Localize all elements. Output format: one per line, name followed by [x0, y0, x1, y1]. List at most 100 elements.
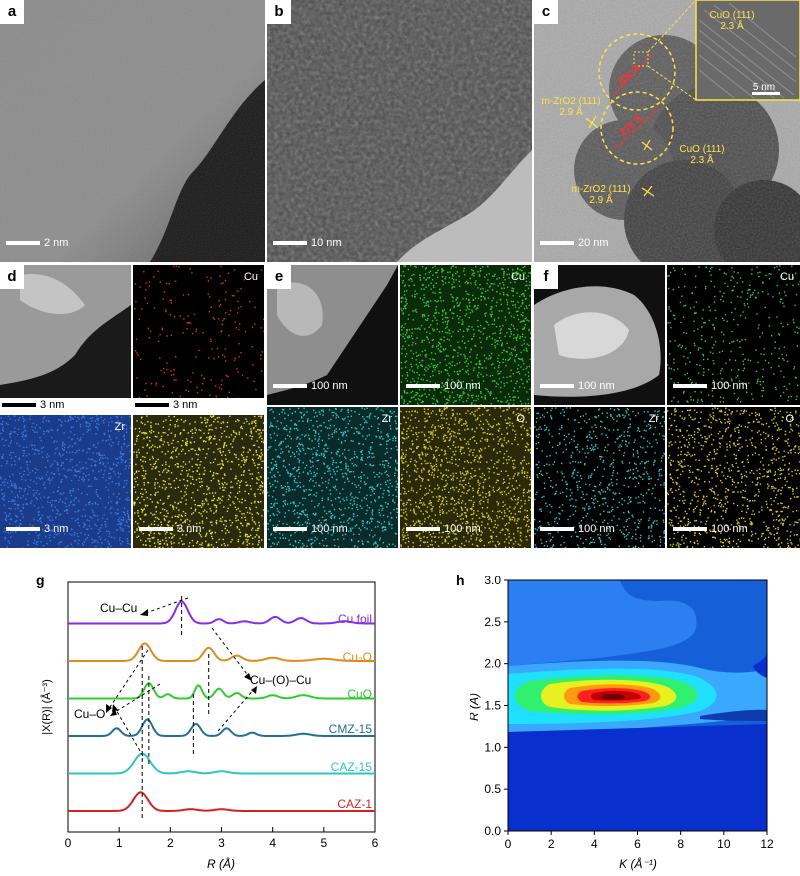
h-y-tick-label: 2.0 [484, 657, 501, 671]
h-x-tick-label: 10 [717, 837, 731, 851]
panel-label-c: c [534, 0, 558, 24]
scale-bar-e-3: 100 nm [273, 520, 348, 538]
legend-cu2o: Cu₂O [343, 650, 372, 664]
eds-dots-d-zr [0, 415, 131, 548]
h-y-tick-label: 1.5 [484, 699, 501, 713]
legend-cu-foil: Cu foil [338, 612, 372, 626]
element-label-f-o: O [785, 413, 794, 425]
haadf-panel-d: d [0, 265, 131, 398]
panel-label-h: h [456, 572, 465, 588]
tem-image-a [0, 0, 265, 262]
h-x-tick-label: 2 [548, 837, 555, 851]
scale-bar-e-1: 100 nm [273, 377, 348, 395]
eds-dots-e-cu [400, 265, 531, 405]
h-x-axis-label: K (Å⁻¹) [619, 856, 657, 871]
scale-row-d: 3 nm 3 nm [0, 399, 264, 414]
element-label-d-zr: Zr [114, 421, 125, 433]
g-x-axis-label: R (Å) [207, 856, 235, 871]
h-y-tick-label: 0.5 [484, 782, 501, 796]
legend-cmz15: CMZ-15 [329, 722, 373, 736]
tem-panel-b: b 10 nm [267, 0, 532, 262]
eds-dots-e-o [400, 407, 531, 548]
scale-bar-f-1: 100 nm [540, 377, 615, 395]
scale-bar-f-4: 100 nm [673, 520, 748, 538]
scale-bar-d-3: 3 nm [6, 520, 68, 538]
inset-lattice-label: CuO (111) 2.3 Å [709, 10, 755, 32]
tem-panel-a: a 2 nm [0, 0, 265, 262]
eds-map-e-zr: Zr 100 nm [267, 407, 398, 548]
series-line-caz1 [68, 791, 375, 812]
h-y-tick-label: 0.0 [484, 824, 501, 838]
scale-bar-a: 2 nm [6, 234, 68, 252]
panel-label-a: a [0, 0, 24, 24]
element-label-f-zr: Zr [648, 413, 659, 425]
series-line-cu-foil [68, 600, 375, 625]
annotation-cu-o: Cu–O [74, 707, 105, 721]
scale-bar-e-4: 100 nm [406, 520, 481, 538]
series-line-cmz15 [68, 718, 375, 737]
inset-scale-label: 5 nm [752, 82, 776, 93]
legend-cuo: CuO [347, 687, 372, 701]
eds-map-e-o: O 100 nm [400, 407, 531, 548]
h-x-tick-label: 8 [677, 837, 684, 851]
eds-map-d-o: 3 nm [133, 415, 264, 548]
g-x-tick-label: 6 [372, 836, 379, 850]
g-arrow-heads [106, 609, 257, 716]
scale-bar-c: 20 nm [540, 234, 609, 252]
series-line-caz15 [68, 752, 375, 775]
eds-map-f-cu: Cu 100 nm [667, 265, 800, 405]
g-y-axis-label: |X(R)| (Å⁻³) [40, 679, 53, 735]
scale-bar-d-1: 3 nm [2, 396, 64, 414]
legend-caz15: CAZ-15 [331, 760, 373, 774]
eds-dots-d-cu [134, 265, 264, 398]
h-x-tick-label: 6 [634, 837, 641, 851]
lattice-annotation-3: m-ZrO2 (111) 2.9 Å [571, 184, 631, 206]
g-x-tick-label: 5 [320, 836, 327, 850]
scale-bar-b: 10 nm [273, 234, 342, 252]
lattice-annotation-1: m-ZrO2 (111) 2.9 Å [541, 96, 601, 118]
g-x-tick-label: 3 [218, 836, 225, 850]
eds-dots-f-o [667, 407, 800, 548]
eds-map-e-cu: Cu 100 nm [400, 265, 531, 405]
tem-image-b [267, 0, 532, 262]
haadf-panel-e: e 100 nm [267, 265, 398, 405]
panel-label-f: f [534, 265, 558, 289]
h-y-tick-label: 2.5 [484, 615, 501, 629]
element-label-e-zr: Zr [381, 413, 392, 425]
annotation-cu-o-cu: Cu–(O)–Cu [250, 673, 311, 687]
tem-image-c [534, 0, 800, 262]
scale-bar-d-2: 3 nm [135, 396, 197, 414]
eds-dots-e-zr [267, 407, 398, 548]
element-label-d-cu: Cu [243, 271, 258, 283]
eds-map-d-cu: Cu [133, 265, 264, 398]
g-annotation-arrows [107, 597, 256, 757]
element-label-f-cu: Cu [779, 271, 794, 283]
contour-map [508, 580, 767, 831]
eds-dots-d-o [133, 415, 264, 548]
g-x-tick-label: 0 [65, 836, 72, 850]
eds-dots-f-cu [667, 265, 800, 405]
haadf-panel-f: f 100 nm [534, 265, 665, 405]
element-label-e-cu: Cu [510, 271, 525, 283]
scale-bar-e-2: 100 nm [406, 377, 481, 395]
g-x-tick-label: 2 [167, 836, 174, 850]
panel-label-g: g [36, 572, 45, 588]
eds-dots-f-zr [534, 407, 665, 548]
h-y-tick-label: 1.0 [484, 740, 501, 754]
h-x-tick-label: 4 [591, 837, 598, 851]
element-label-e-o: O [516, 413, 525, 425]
eds-map-d-zr: Zr 3 nm [0, 415, 131, 548]
h-y-axis-label: R (Å) [470, 693, 481, 721]
eds-map-f-o: O 100 nm [667, 407, 800, 548]
wavelet-contour-chart: 0 2 4 6 8 10 12 0.0 0.5 1.0 1.5 2.0 2.5 3.0 K (Å⁻¹) R… [470, 576, 774, 871]
series-line-cu2o [68, 642, 375, 662]
h-x-tick-label: 0 [505, 837, 512, 851]
legend-caz1: CAZ-1 [337, 797, 372, 811]
series-line-cuo [68, 682, 375, 700]
g-x-tick-label: 1 [116, 836, 123, 850]
h-y-tick-label: 3.0 [484, 576, 501, 587]
eds-map-f-zr: Zr 100 nm [534, 407, 665, 548]
panel-label-d: d [0, 265, 24, 289]
annotation-cu-cu: Cu–Cu [100, 601, 137, 615]
